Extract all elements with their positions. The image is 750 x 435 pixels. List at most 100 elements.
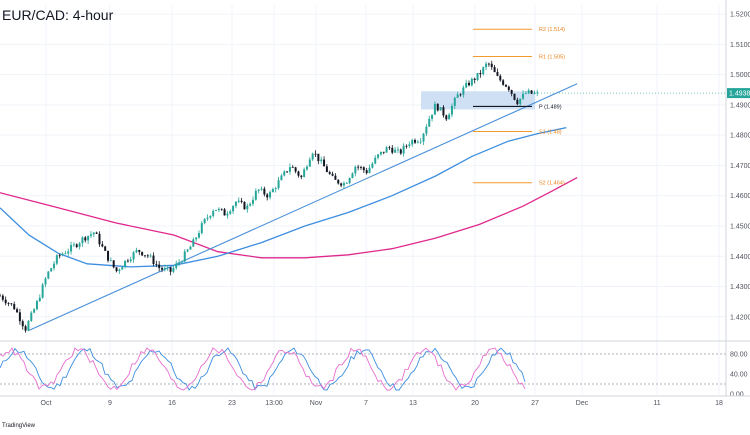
candle-body — [35, 301, 38, 310]
candle-body — [402, 145, 405, 154]
candle-body — [192, 239, 195, 247]
x-tick-label: 18 — [715, 400, 723, 407]
candle-body — [10, 303, 13, 305]
candle-body — [13, 304, 16, 310]
candle-body — [138, 250, 141, 252]
y-tick-label: 1.47000 — [730, 163, 750, 170]
candle-body — [283, 171, 286, 176]
candle-body — [104, 246, 107, 251]
candle-body — [89, 234, 92, 236]
candle-body — [519, 98, 522, 105]
candle-body — [4, 299, 7, 304]
candle-body — [16, 309, 19, 313]
x-tick-label: 13:00 — [265, 400, 283, 407]
candle-body — [328, 172, 331, 174]
candle-body — [135, 250, 138, 253]
candle-body — [92, 232, 95, 235]
candle-body — [499, 75, 502, 81]
candle-body — [206, 217, 209, 219]
candle-body — [533, 92, 536, 94]
candle-body — [58, 255, 61, 257]
candle-body — [425, 126, 428, 134]
candle-body — [209, 215, 212, 218]
candle-body — [251, 199, 254, 204]
candle-body — [146, 255, 149, 257]
candle-body — [271, 189, 274, 193]
candle-body — [527, 90, 530, 94]
candle-body — [439, 107, 442, 111]
candle-body — [189, 246, 192, 250]
candle-body — [385, 147, 388, 153]
candle-body — [21, 321, 24, 327]
x-tick-label: 13 — [409, 400, 417, 407]
candle-body — [379, 151, 382, 155]
candle-body — [132, 252, 135, 260]
x-tick-label: 20 — [471, 400, 479, 407]
candle-body — [220, 208, 223, 210]
candle-body — [243, 201, 246, 210]
candle-body — [217, 208, 220, 210]
candle-body — [362, 167, 365, 171]
candle-body — [371, 163, 374, 168]
candle-body — [524, 93, 527, 95]
candle-body — [41, 284, 44, 298]
candle-body — [436, 103, 439, 111]
tradingview-brand: TradingView — [2, 423, 36, 429]
candle-body — [291, 167, 294, 168]
candle-body — [422, 133, 425, 142]
candle-body — [249, 203, 252, 206]
candle-body — [462, 87, 465, 95]
y-tick-label: 1.49000 — [730, 102, 750, 109]
candle-body — [411, 140, 414, 145]
candle-body — [391, 147, 394, 153]
candle-body — [414, 140, 417, 143]
candle-body — [33, 309, 36, 313]
candle-body — [476, 72, 479, 81]
candle-body — [197, 233, 200, 238]
candle-body — [84, 237, 87, 241]
candle-body — [155, 263, 158, 265]
candle-body — [78, 243, 81, 247]
candle-body — [317, 153, 320, 162]
candle-body — [337, 179, 340, 184]
y-tick-label: 1.50000 — [730, 72, 750, 79]
candle-body — [226, 213, 229, 216]
candle-body — [303, 169, 306, 178]
candle-body — [121, 267, 124, 270]
candle-body — [357, 166, 360, 168]
candle-body — [470, 78, 473, 86]
candle-body — [334, 175, 337, 180]
candle-body — [490, 63, 493, 68]
y-tick-label: 1.42000 — [730, 314, 750, 321]
candle-body — [161, 268, 164, 270]
candle-body — [360, 167, 363, 168]
candle-body — [297, 171, 300, 176]
candle-body — [257, 189, 260, 191]
current-price-label: 1.49389 — [729, 91, 750, 98]
candle-body — [129, 259, 132, 262]
candle-body — [183, 251, 186, 262]
candle-body — [30, 312, 33, 322]
candle-body — [50, 268, 53, 272]
candle-body — [143, 255, 146, 257]
candle-body — [502, 80, 505, 85]
candle-body — [115, 267, 118, 272]
candle-body — [152, 255, 155, 264]
candle-body — [72, 244, 75, 246]
candle-body — [365, 170, 368, 174]
candle-body — [64, 253, 67, 255]
candle-body — [308, 159, 311, 167]
candle-body — [493, 67, 496, 73]
candle-body — [27, 321, 30, 331]
candle-body — [169, 267, 172, 272]
candle-body — [345, 183, 348, 184]
candle-body — [448, 114, 451, 120]
candle-body — [433, 103, 436, 115]
candle-body — [166, 267, 169, 269]
candle-body — [203, 218, 206, 224]
candle-body — [431, 114, 434, 119]
candle-body — [178, 262, 181, 264]
candle-body — [246, 205, 249, 210]
candle-body — [107, 250, 110, 261]
